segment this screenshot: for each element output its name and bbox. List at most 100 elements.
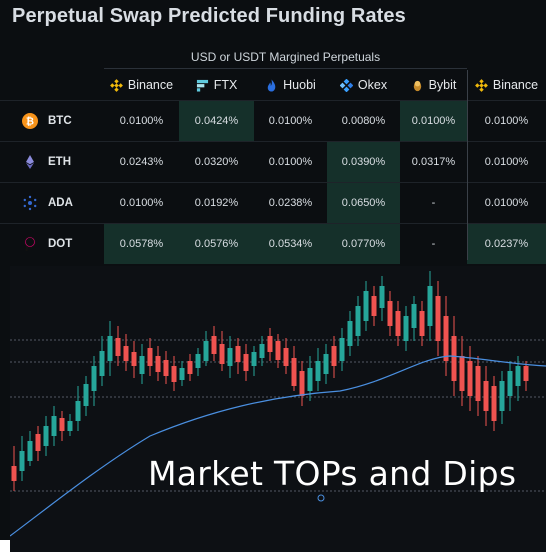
candle-body	[139, 356, 145, 374]
rate-cell: 0.0390%	[327, 142, 400, 182]
exchange-header-bybit[interactable]: Bybit	[400, 70, 467, 100]
page-title: Perpetual Swap Predicted Funding Rates	[12, 5, 406, 27]
candle-body	[91, 366, 97, 391]
rate-cell: -	[431, 238, 436, 250]
exchange-header-row: Binance FTX Huobi Okex Bybit	[104, 70, 546, 100]
candle-body	[251, 352, 257, 366]
rate-cell: 0.0100%	[268, 115, 313, 127]
table-row-dot[interactable]: DOT 0.0578% 0.0576% 0.0534% 0.0770% - 0.…	[0, 223, 546, 264]
candle-body	[291, 358, 297, 386]
candle-body	[35, 434, 41, 451]
rate-cell: 0.0100%	[268, 156, 313, 168]
candle-body	[403, 316, 409, 341]
exchange-header-ftx[interactable]: FTX	[179, 70, 254, 100]
candle-body	[59, 418, 65, 431]
rate-cell: 0.0100%	[484, 197, 529, 209]
candle-body	[283, 348, 289, 366]
rate-cell: 0.0100%	[484, 156, 529, 168]
candle-body	[163, 360, 169, 376]
rate-cell: 0.0650%	[327, 183, 400, 223]
candle-body	[275, 341, 281, 360]
candle-body	[219, 344, 225, 364]
rate-cell: 0.0424%	[179, 101, 254, 141]
exchange-header-huobi[interactable]: Huobi	[254, 70, 327, 100]
ftx-icon	[196, 79, 208, 92]
candles	[11, 271, 529, 491]
candle-body	[75, 401, 81, 421]
candle-body	[387, 301, 393, 326]
candle-body	[395, 311, 401, 336]
candle-body	[259, 344, 265, 358]
candle-body	[491, 386, 497, 421]
candle-body	[147, 348, 153, 366]
candle-body	[523, 366, 529, 381]
candle-body	[211, 336, 217, 354]
candle-body	[19, 451, 25, 471]
candle-body	[123, 346, 129, 361]
candle-body	[435, 296, 441, 341]
table-row-btc[interactable]: ₿ BTC 0.0100% 0.0424% 0.0100% 0.0080% 0.…	[0, 100, 546, 141]
candle-body	[347, 321, 353, 346]
candle-body	[451, 336, 457, 381]
candle-body	[179, 368, 185, 380]
exchange-header-binance-2[interactable]: Binance	[467, 70, 546, 100]
exchange-header-binance[interactable]: Binance	[104, 70, 179, 100]
candle-body	[515, 366, 521, 386]
candle-body	[443, 316, 449, 361]
candle-body	[243, 354, 249, 371]
table-row-ada[interactable]: ADA 0.0100% 0.0192% 0.0238% 0.0650% - 0.…	[0, 182, 546, 223]
candle-body	[107, 336, 113, 361]
candle-body	[203, 341, 209, 361]
candle-body	[507, 371, 513, 396]
candle-body	[467, 361, 473, 396]
moving-average-line	[10, 355, 546, 537]
rate-cell: 0.0100%	[119, 197, 164, 209]
candle-body	[11, 466, 17, 481]
candle-body	[307, 368, 313, 391]
candlestick-chart	[10, 266, 546, 552]
exchange-name: Bybit	[428, 78, 457, 92]
coin-symbol: DOT	[48, 238, 73, 250]
rate-cell: 0.0578%	[104, 224, 179, 264]
rate-cell: 0.0238%	[268, 197, 313, 209]
ada-icon	[23, 195, 37, 211]
candle-body	[67, 421, 73, 431]
rate-cell: 0.0317%	[411, 156, 456, 168]
coin-cell: ADA	[0, 183, 104, 223]
rate-cell: 0.0576%	[179, 224, 254, 264]
rate-cell: 0.0080%	[341, 115, 386, 127]
exchange-name: Binance	[127, 78, 174, 92]
candle-body	[323, 354, 329, 374]
candle-body	[43, 426, 49, 446]
huobi-icon	[267, 78, 276, 92]
candle-body	[411, 304, 417, 328]
candle-body	[315, 361, 321, 381]
cursor-marker	[317, 494, 325, 502]
candle-body	[115, 338, 121, 356]
coin-symbol: BTC	[48, 115, 72, 127]
candle-body	[267, 336, 273, 352]
rate-cell: 0.0243%	[119, 156, 164, 168]
candle-body	[235, 346, 241, 362]
rate-cell: 0.0237%	[467, 224, 546, 264]
eth-icon	[26, 155, 34, 169]
candle-body	[499, 381, 505, 411]
binance-icon	[109, 78, 123, 92]
candle-body	[419, 311, 425, 336]
candle-body	[83, 384, 89, 406]
exchange-header-okex[interactable]: Okex	[327, 70, 400, 100]
candle-body	[371, 296, 377, 316]
rate-cell: 0.0100%	[400, 101, 467, 141]
candle-body	[355, 306, 361, 336]
candle-body	[427, 286, 433, 326]
candle-body	[299, 371, 305, 396]
btc-icon: ₿	[22, 113, 38, 129]
funding-rate-table: ₿ BTC 0.0100% 0.0424% 0.0100% 0.0080% 0.…	[0, 100, 546, 264]
group-header: USD or USDT Margined Perpetuals	[190, 50, 381, 64]
candle-body	[51, 416, 57, 436]
candle-body	[155, 356, 161, 372]
exchange-name: Okex	[357, 78, 388, 92]
table-row-eth[interactable]: ETH 0.0243% 0.0320% 0.0100% 0.0390% 0.03…	[0, 141, 546, 182]
coin-symbol: ETH	[48, 156, 71, 168]
